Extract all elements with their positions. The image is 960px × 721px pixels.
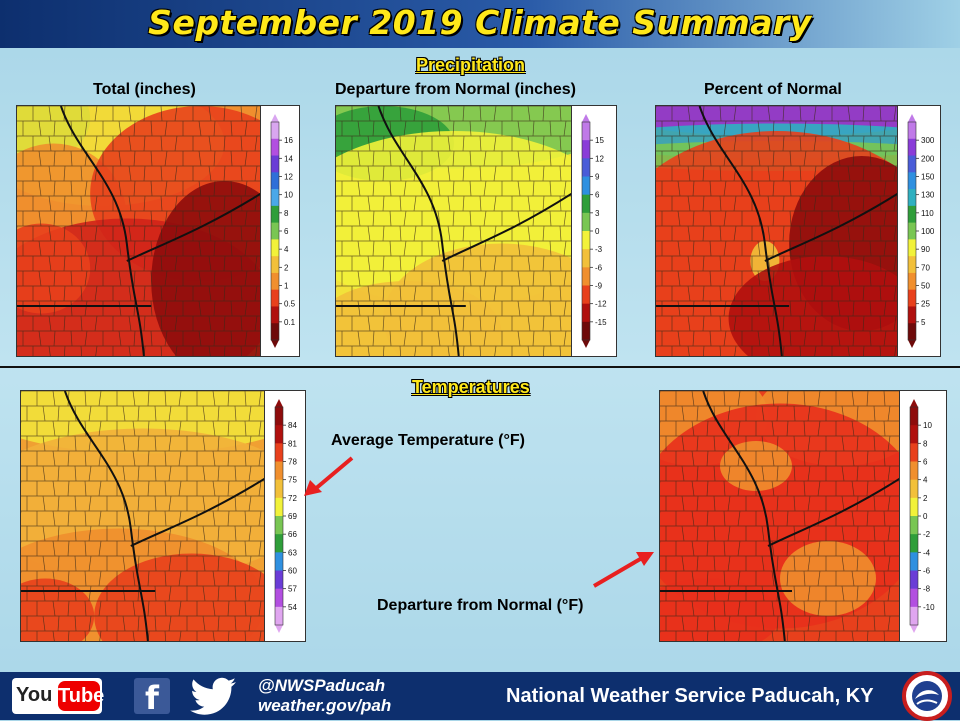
legend-tick-label: -15	[595, 318, 607, 327]
precip-percent-label: Percent of Normal	[704, 81, 842, 98]
legend-tick-label: -6	[923, 567, 931, 576]
legend-tick-label: 2	[923, 494, 928, 503]
legend-tick-label: 12	[595, 154, 604, 163]
legend-tick-label: 54	[288, 603, 297, 612]
legend-tick-label: -10	[923, 603, 935, 612]
youtube-icon[interactable]: You Tube	[12, 678, 104, 714]
legend-tick-label: 8	[923, 439, 928, 448]
legend-tick-label: 63	[288, 548, 297, 557]
legend-tick-label: -9	[595, 282, 603, 291]
precip-percent-legend: 300 200 150 130 110 100 90 70 50 25 5	[897, 105, 941, 357]
legend-tick-label: -3	[595, 245, 603, 254]
temp-average-legend: 84 81 78 75 72 69 66 63 60 57 54	[264, 390, 306, 642]
legend-tick-label: 9	[595, 173, 600, 182]
legend-tick-label: 66	[288, 530, 297, 539]
legend-tick-label: 72	[288, 494, 297, 503]
footer-bar: You Tube f @NWSPaducah weather.gov/pah N…	[0, 672, 960, 720]
precip-total-label: Total (inches)	[93, 81, 196, 98]
legend-tick-label: 70	[921, 263, 930, 272]
legend-tick-label: 84	[288, 421, 297, 430]
legend-tick-label: 4	[284, 245, 289, 254]
arrow-to-departure-map-icon	[592, 552, 654, 588]
precip-total-map	[16, 105, 262, 357]
legend-tick-label: 25	[921, 300, 930, 309]
legend-tick-label: 5	[921, 318, 926, 327]
precip-percent-map	[655, 105, 899, 357]
legend-tick-label: -4	[923, 548, 931, 557]
section-divider	[0, 366, 960, 368]
temp-average-map	[20, 390, 266, 642]
legend-tick-label: 150	[921, 173, 935, 182]
legend-tick-label: 0	[595, 227, 600, 236]
office-name: National Weather Service Paducah, KY	[506, 685, 874, 707]
precip-departure-label: Departure from Normal (inches)	[335, 81, 576, 98]
legend-tick-label: 110	[921, 209, 934, 218]
legend-tick-label: 78	[288, 458, 297, 467]
legend-tick-label: 300	[921, 136, 935, 145]
legend-tick-label: 4	[923, 476, 928, 485]
facebook-icon[interactable]: f	[134, 678, 170, 717]
legend-tick-label: 2	[284, 263, 289, 272]
legend-tick-label: 15	[595, 136, 604, 145]
precipitation-heading: Precipitation	[416, 55, 526, 75]
precip-total-legend: 16 14 12 10 8 6 4 2 1 0.5 0.1	[260, 105, 300, 357]
legend-tick-label: 100	[921, 227, 935, 236]
legend-tick-label: -12	[595, 300, 607, 309]
legend-tick-label: 130	[921, 191, 935, 200]
legend-tick-label: 6	[284, 227, 289, 236]
arrow-to-average-map-icon	[304, 456, 354, 496]
legend-tick-label: 69	[288, 512, 297, 521]
legend-tick-label: 0.5	[284, 300, 296, 309]
legend-tick-label: 1	[284, 282, 289, 291]
legend-tick-label: 10	[284, 191, 293, 200]
temp-departure-legend: 10 8 6 4 2 0 -2 -4 -6 -8 -10	[899, 390, 947, 642]
temp-departure-map	[659, 390, 901, 642]
temperature-departure-annotation: Departure from Normal (°F)	[377, 597, 584, 614]
legend-tick-label: 14	[284, 154, 293, 163]
precip-departure-map	[335, 105, 573, 357]
legend-tick-label: 8	[284, 209, 289, 218]
website-link[interactable]: weather.gov/pah	[258, 696, 392, 715]
legend-tick-label: 0	[923, 512, 928, 521]
twitter-handle[interactable]: @NWSPaducah	[258, 676, 386, 695]
page-title: September 2019 Climate Summary	[148, 3, 812, 42]
legend-tick-label: 3	[595, 209, 600, 218]
title-banner: September 2019 Climate Summary	[0, 0, 960, 48]
legend-tick-label: 75	[288, 476, 297, 485]
legend-tick-label: 60	[288, 567, 297, 576]
legend-tick-label: 6	[923, 458, 928, 467]
social-links: @NWSPaducah weather.gov/pah	[258, 676, 391, 716]
precip-departure-legend: 15 12 9 6 3 0 -3 -6 -9 -12 -15	[571, 105, 617, 357]
legend-tick-label: 10	[923, 421, 932, 430]
youtube-you-text: You	[16, 684, 53, 706]
legend-tick-label: 57	[288, 585, 297, 594]
legend-tick-label: -6	[595, 263, 603, 272]
twitter-icon[interactable]	[190, 675, 238, 717]
legend-tick-label: 200	[921, 154, 935, 163]
average-temperature-annotation: Average Temperature (°F)	[331, 432, 526, 449]
legend-tick-label: 0.1	[284, 318, 296, 327]
youtube-tube-text: Tube	[58, 681, 104, 711]
legend-tick-label: 81	[288, 439, 297, 448]
legend-tick-label: -8	[923, 585, 931, 594]
legend-tick-label: 50	[921, 282, 930, 291]
temperatures-heading: Temperatures	[412, 377, 530, 397]
nws-logo-icon	[902, 671, 952, 721]
legend-tick-label: 12	[284, 173, 293, 182]
legend-tick-label: 16	[284, 136, 293, 145]
legend-tick-label: 90	[921, 245, 930, 254]
legend-tick-label: -2	[923, 530, 931, 539]
legend-tick-label: 6	[595, 191, 600, 200]
